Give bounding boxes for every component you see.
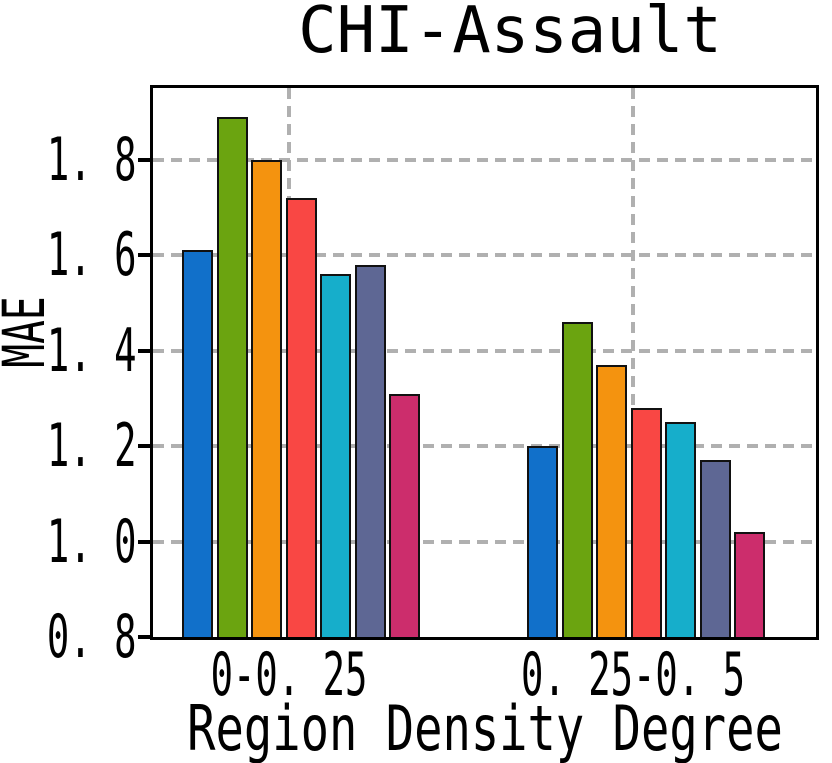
y-tick-mark (138, 253, 150, 258)
y-tick-label: 1. 2 (0, 416, 136, 476)
x-axis-label-text: Region Density Degree (187, 692, 783, 763)
y-tick-label: 1. 0 (0, 512, 136, 572)
y-tick-mark (138, 348, 150, 353)
y-tick-mark (138, 157, 150, 162)
bar-red-group1 (285, 197, 317, 637)
bar-orange-group2 (596, 364, 627, 637)
y-tick-label: 1. 4 (0, 321, 136, 381)
bar-red-group2 (630, 407, 662, 637)
bar-cyan-group1 (320, 274, 351, 637)
chart-title: CHI-Assault (298, 0, 722, 68)
bar-cyan-group2 (665, 422, 696, 637)
y-tick-mark (138, 635, 150, 639)
bar-slate-group2 (699, 460, 731, 637)
plot-area (150, 85, 819, 640)
plot-inner (153, 88, 816, 637)
y-tick-label: 1. 8 (0, 130, 136, 190)
bar-magenta-group2 (734, 531, 765, 637)
bar-blue-group2 (527, 446, 558, 637)
horizontal-gridline (153, 348, 816, 353)
bar-green-group2 (561, 321, 593, 637)
x-axis-label: Region Density Degree (93, 698, 832, 760)
y-tick-mark (138, 444, 150, 449)
x-tick-label: 0-0. 25 (163, 645, 416, 705)
y-tick-label-text: 1. 8 (46, 124, 136, 195)
x-tick-label-text: 0-0. 25 (210, 640, 368, 710)
y-tick-label-text: 1. 6 (46, 220, 136, 291)
y-tick-label: 1. 6 (0, 225, 136, 285)
horizontal-gridline (153, 253, 816, 258)
horizontal-gridline (153, 539, 816, 544)
y-tick-label-text: 1. 2 (46, 411, 136, 482)
bar-orange-group1 (251, 159, 282, 637)
vertical-gridline (631, 88, 635, 637)
bar-green-group1 (216, 116, 248, 637)
horizontal-gridline (153, 444, 816, 449)
y-tick-label-text: 0. 8 (46, 602, 136, 672)
horizontal-gridline (153, 157, 816, 162)
bar-slate-group1 (354, 264, 386, 637)
y-tick-label-text: 1. 0 (46, 506, 136, 577)
bar-blue-group1 (182, 250, 213, 637)
y-tick-mark (138, 539, 150, 544)
bar-magenta-group1 (389, 393, 420, 637)
y-tick-label: 0. 8 (0, 607, 136, 667)
x-tick-label: 0. 25-0. 5 (452, 645, 813, 705)
y-tick-label-text: 1. 4 (46, 315, 136, 386)
x-tick-label-text: 0. 25-0. 5 (521, 640, 745, 710)
